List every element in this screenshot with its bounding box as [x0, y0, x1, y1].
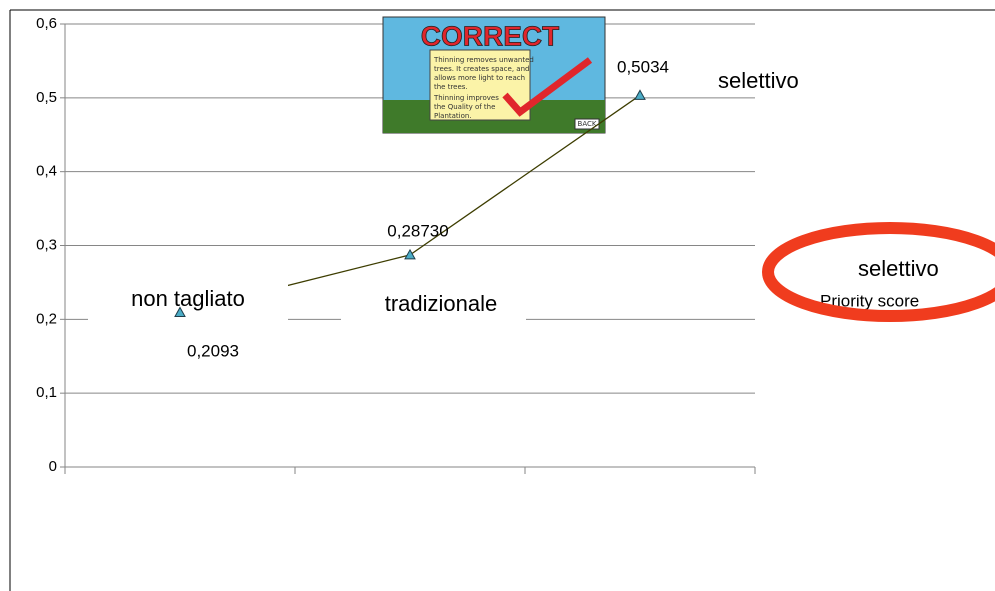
category-label: non tagliato: [131, 286, 245, 311]
comic-text: the Quality of the: [434, 103, 495, 111]
comic-button-label: BACK: [578, 120, 597, 128]
comic-text: the trees.: [434, 83, 468, 91]
y-tick-label: 0,4: [36, 163, 57, 180]
annotation-box: [790, 248, 995, 295]
annotation-text: selettivo: [858, 256, 939, 281]
category-label: selettivo: [718, 68, 799, 93]
legend-label: Priority score: [820, 291, 919, 310]
data-label: 0,2093: [187, 341, 239, 360]
y-tick-label: 0,6: [36, 15, 57, 32]
data-label: 0,5034: [617, 57, 669, 76]
comic-title: CORRECT: [421, 20, 559, 51]
y-tick-label: 0,1: [36, 384, 57, 401]
comic-text: trees. It creates space, and: [434, 65, 529, 73]
comic-image: CORRECT Thinning removes unwanted trees.…: [382, 16, 606, 134]
category-label: tradizionale: [385, 291, 498, 316]
y-tick-label: 0,5: [36, 89, 57, 106]
y-tick-label: 0,3: [36, 236, 57, 253]
y-tick-label: 0: [49, 458, 57, 475]
point-marker: [174, 306, 186, 317]
category-label-box: [341, 283, 526, 327]
point-marker: [634, 89, 646, 100]
category-label-box: [88, 278, 288, 322]
comic-text: Thinning removes unwanted: [433, 56, 534, 64]
data-label: 0,28730: [387, 221, 448, 240]
y-tick-label: 0,2: [36, 310, 57, 327]
annotation-ellipse: [762, 222, 995, 322]
comic-text: Plantation.: [434, 112, 472, 120]
comic-text: allows more light to reach: [434, 74, 525, 82]
comic-text: Thinning improves: [433, 94, 499, 102]
point-marker: [404, 248, 416, 260]
comic-check: [502, 57, 593, 117]
